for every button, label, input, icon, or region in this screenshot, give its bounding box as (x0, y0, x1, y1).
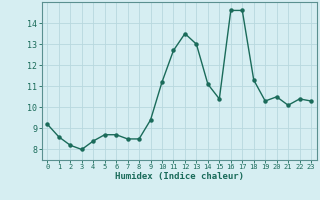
X-axis label: Humidex (Indice chaleur): Humidex (Indice chaleur) (115, 172, 244, 181)
